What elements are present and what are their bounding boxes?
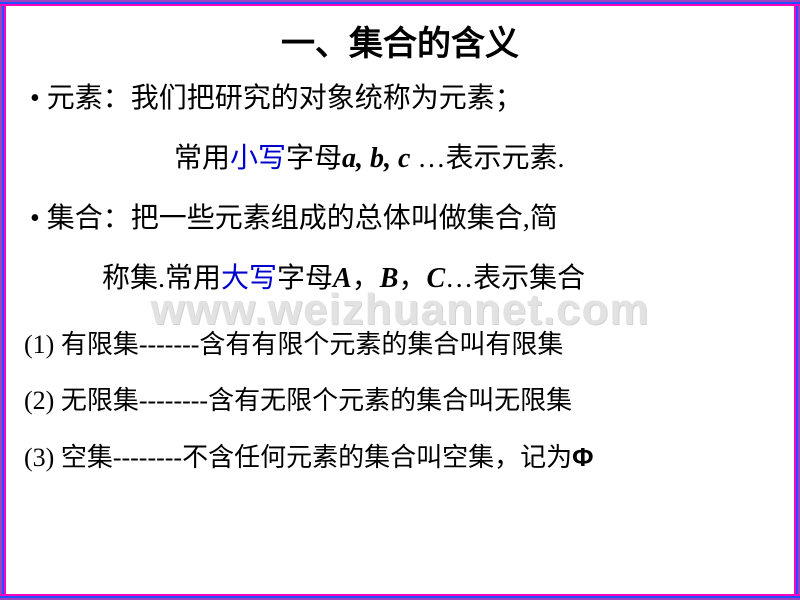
body-line: • 集合：把一些元素组成的总体叫做集合,简 — [30, 192, 780, 246]
text-segment: 称集.常用 — [102, 263, 221, 294]
border-top — [0, 0, 800, 7]
text-segment: (3) 空集--------不含任何元素的集合叫空集，记为 — [24, 443, 572, 472]
stripe — [0, 596, 800, 598]
text-segment: 大写 — [221, 263, 277, 294]
sub-line: (3) 空集--------不含任何元素的集合叫空集，记为Φ — [24, 432, 780, 483]
stripe — [6, 0, 7, 600]
border-bottom — [0, 593, 800, 600]
text-segment: • 集合：把一些元素组成的总体叫做集合,简 — [30, 203, 558, 234]
text-segment: a, b, c — [342, 143, 410, 174]
text-segment: A — [333, 263, 352, 294]
stripe — [0, 4, 800, 6]
stripe — [796, 0, 798, 600]
text-segment: C — [426, 263, 445, 294]
sub-line: (2) 无限集--------含有无限个元素的集合叫无限集 — [24, 376, 780, 426]
text-segment: ， — [398, 263, 426, 294]
sub-line: (1) 有限集-------含有有限个元素的集合叫有限集 — [24, 320, 780, 370]
body-line: 常用小写字母a, b, c …表示元素. — [174, 132, 780, 186]
slide-title: 一、集合的含义 — [0, 16, 800, 65]
text-segment: 常用 — [174, 143, 230, 174]
slide-content: • 元素：我们把研究的对象统称为元素；常用小写字母a, b, c …表示元素.•… — [24, 72, 780, 489]
border-left — [0, 0, 7, 600]
text-segment: B — [380, 263, 399, 294]
phi-symbol: Φ — [572, 442, 593, 472]
text-segment: 字母 — [277, 263, 333, 294]
stripe — [793, 0, 794, 600]
body-line: 称集.常用大写字母A，B，C…表示集合 — [102, 252, 780, 306]
body-line: • 元素：我们把研究的对象统称为元素； — [30, 72, 780, 126]
text-segment: • 元素：我们把研究的对象统称为元素； — [30, 83, 523, 114]
text-segment: 字母 — [286, 143, 342, 174]
stripe — [794, 0, 796, 600]
text-segment: 小写 — [230, 143, 286, 174]
text-segment: …表示元素. — [410, 143, 564, 174]
text-segment: ， — [352, 263, 380, 294]
stripe — [0, 594, 800, 596]
text-segment: …表示集合 — [445, 263, 585, 294]
border-right — [793, 0, 800, 600]
